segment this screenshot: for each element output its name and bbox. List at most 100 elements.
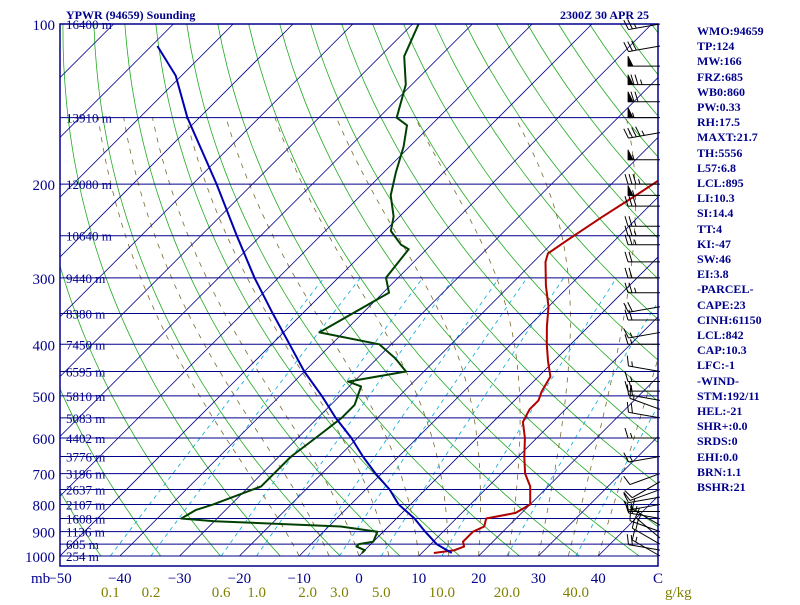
- barb-shaft: [628, 307, 660, 313]
- mixing-ratio-label: 5.0: [372, 585, 391, 600]
- mixing-ratio-label: 0.2: [142, 585, 161, 600]
- index-entry: SRDS:0: [697, 434, 797, 449]
- index-entry: SHR+:0.0: [697, 419, 797, 434]
- barb-flag: [625, 268, 628, 278]
- index-entry: BSHR:21: [697, 480, 797, 495]
- index-entry: TP:124: [697, 39, 797, 54]
- sounding-time: 2300Z 30 APR 25: [560, 8, 649, 23]
- barb-flag: [627, 356, 628, 366]
- barb-flag: [629, 174, 632, 184]
- barb-shaft: [628, 513, 660, 519]
- mixing-ratio-line: [339, 278, 527, 556]
- temperature-tick-label: 30: [531, 571, 546, 587]
- index-entry: MAXT:21.7: [697, 130, 797, 145]
- pressure-tick-label: 500: [33, 390, 56, 406]
- mixing-ratio-line: [442, 278, 617, 556]
- barb-flag: [625, 216, 628, 226]
- pressure-tick-label: 300: [33, 272, 56, 288]
- wind-barb: [625, 235, 660, 245]
- wind-barb: [627, 385, 660, 401]
- index-entry: FRZ:685: [697, 70, 797, 85]
- barb-half-flag: [635, 240, 637, 245]
- height-label: 10640 m: [66, 229, 112, 244]
- mixing-ratio-line: [308, 278, 500, 556]
- index-entry: EI:3.8: [697, 267, 797, 282]
- barb-flag: [624, 129, 629, 138]
- barb-half-flag: [631, 433, 633, 438]
- mixing-ratio-label: 0.6: [212, 585, 231, 600]
- barb-shaft: [628, 366, 660, 372]
- barb-pennant: [628, 185, 633, 195]
- barb-flag: [628, 42, 633, 51]
- barb-flag: [625, 252, 628, 262]
- wind-barb: [625, 226, 660, 236]
- height-label: 12080 m: [66, 177, 112, 192]
- index-entry: CAPE:23: [697, 298, 797, 313]
- height-label: 6595 m: [66, 365, 105, 380]
- barb-flag: [624, 303, 629, 312]
- wind-barb: [625, 310, 660, 320]
- mixing-ratio-line: [257, 278, 455, 556]
- barb-half-flag: [636, 537, 637, 542]
- barb-half-flag: [639, 515, 641, 520]
- mixing-ratio-label: 40.0: [563, 585, 589, 600]
- barb-flag: [629, 235, 632, 245]
- wind-barb: [632, 530, 660, 556]
- index-entry: -WIND-: [697, 374, 797, 389]
- moist-adiabat: [515, 118, 570, 556]
- height-label: 3196 m: [66, 467, 105, 482]
- barb-flag: [628, 128, 633, 137]
- barb-flag: [629, 252, 632, 262]
- dry-adiabat: [125, 24, 400, 556]
- mixing-ratio-label: 2.0: [298, 585, 317, 600]
- index-entry: L57:6.8: [697, 161, 797, 176]
- barb-flag: [629, 226, 632, 236]
- pressure-tick-label: 200: [33, 178, 56, 194]
- mixing-ratio-unit-label: g/kg: [665, 585, 692, 600]
- barb-half-flag: [635, 288, 637, 293]
- index-entry: MW:166: [697, 54, 797, 69]
- temperature-tick-label: −50: [48, 571, 71, 587]
- index-entry: RH:17.5: [697, 115, 797, 130]
- height-label: 2637 m: [66, 483, 105, 498]
- pressure-tick-label: 700: [33, 468, 56, 484]
- station-title: YPWR (94659) Sounding: [66, 8, 195, 23]
- index-entry: SI:14.4: [697, 206, 797, 221]
- height-label: 2107 m: [66, 497, 105, 512]
- temperature-tick-label: 20: [471, 571, 486, 587]
- temperature-tick-label: 0: [355, 571, 363, 587]
- mixing-ratio-label: 0.1: [101, 585, 120, 600]
- wind-barb: [628, 92, 660, 102]
- isotherm: [239, 24, 771, 556]
- wind-barb: [627, 402, 660, 418]
- barb-flag: [625, 174, 628, 184]
- pressure-tick-label: 1000: [25, 550, 55, 566]
- barb-flag: [636, 520, 638, 530]
- pressure-tick-label: 400: [33, 338, 56, 354]
- index-entry: LI:10.3: [697, 191, 797, 206]
- barb-half-flag: [632, 361, 633, 366]
- dry-adiabat: [187, 24, 520, 556]
- barb-shaft: [628, 456, 660, 462]
- moist-adiabat: [415, 118, 520, 556]
- barb-flag: [625, 372, 628, 382]
- barb-flag: [627, 534, 628, 544]
- index-entry: LCL:895: [697, 176, 797, 191]
- index-entry: STM:192/11: [697, 389, 797, 404]
- barb-pennant: [628, 150, 633, 160]
- barb-pennant: [628, 108, 633, 118]
- index-entry: HEL:-21: [697, 404, 797, 419]
- temperature-tick-label: −30: [168, 571, 191, 587]
- barb-pennant: [628, 56, 633, 66]
- barb-half-flag: [642, 131, 644, 136]
- barb-flag: [632, 518, 634, 528]
- index-entry: LFC:-1: [697, 358, 797, 373]
- height-label: 5810 m: [66, 389, 105, 404]
- index-entry: WB0:860: [697, 85, 797, 100]
- index-entry: BRN:1.1: [697, 465, 797, 480]
- moist-adiabat: [275, 118, 449, 556]
- index-entry: -PARCEL-: [697, 282, 797, 297]
- pressure-tick-label: 100: [33, 18, 56, 34]
- height-label: 4402 m: [66, 431, 105, 446]
